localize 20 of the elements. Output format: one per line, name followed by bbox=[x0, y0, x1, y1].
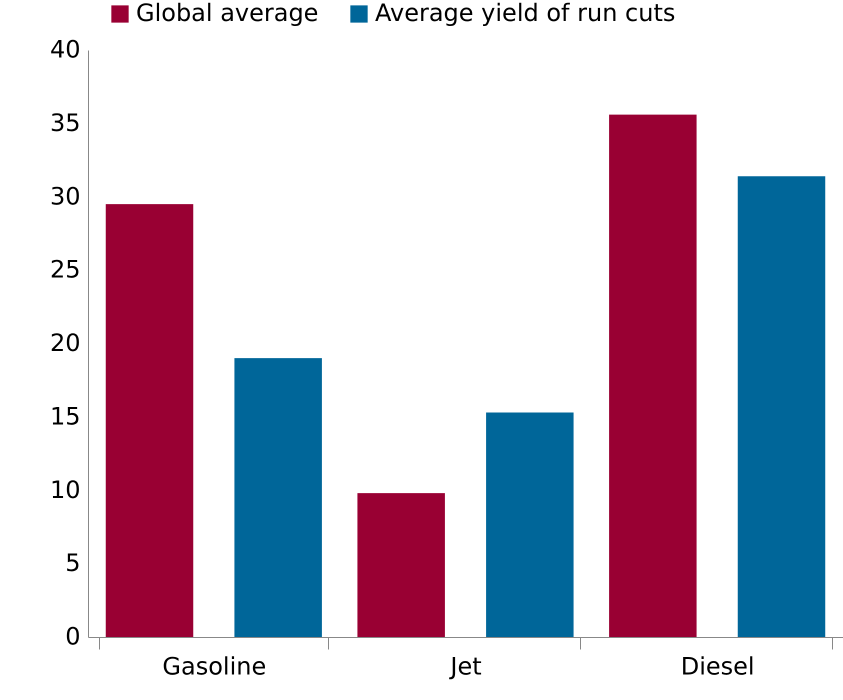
bar bbox=[738, 176, 826, 637]
bar bbox=[486, 412, 574, 637]
y-tick-label: 40 bbox=[50, 36, 80, 64]
y-tick-label: 15 bbox=[50, 402, 80, 430]
bar bbox=[609, 114, 697, 637]
y-tick-label: 0 bbox=[65, 622, 80, 650]
y-tick-label: 10 bbox=[50, 476, 80, 504]
x-tick-label: Diesel bbox=[680, 652, 755, 680]
bar bbox=[234, 358, 322, 637]
x-tick-label: Gasoline bbox=[162, 652, 266, 680]
bar bbox=[357, 493, 445, 637]
legend-label: Average yield of run cuts bbox=[375, 0, 676, 27]
legend-label: Global average bbox=[136, 0, 318, 27]
bar bbox=[106, 204, 194, 637]
x-tick-label: Jet bbox=[448, 652, 482, 680]
y-tick-label: 25 bbox=[50, 256, 80, 284]
y-tick-label: 5 bbox=[65, 549, 80, 578]
y-tick-label: 30 bbox=[50, 182, 80, 210]
y-tick-label: 35 bbox=[50, 108, 80, 137]
y-tick-label: 20 bbox=[50, 329, 80, 357]
